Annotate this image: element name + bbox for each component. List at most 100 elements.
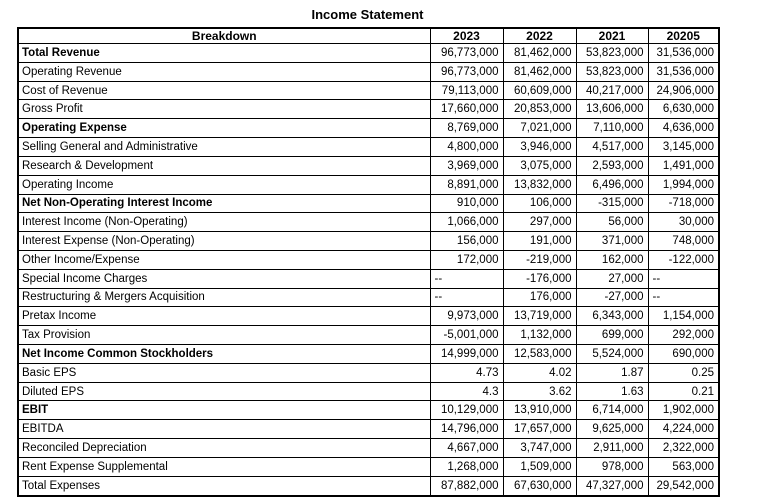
value-cell: -219,000 xyxy=(502,249,577,270)
value-cell: 81,462,000 xyxy=(502,43,577,63)
value-cell: 14,999,000 xyxy=(429,344,504,364)
value-cell: 8,769,000 xyxy=(429,118,504,139)
value-cell: 4,224,000 xyxy=(647,419,720,440)
value-cell: 6,630,000 xyxy=(647,99,720,120)
row-label: Diluted EPS xyxy=(17,381,431,402)
value-cell: 4,517,000 xyxy=(575,137,649,157)
value-cell: 4,800,000 xyxy=(429,137,504,157)
value-cell: 27,000 xyxy=(575,268,649,289)
value-cell: 699,000 xyxy=(575,325,649,345)
value-cell: 30,000 xyxy=(647,212,720,233)
value-cell: 53,823,000 xyxy=(575,43,649,63)
row-label: EBIT xyxy=(17,400,431,421)
value-cell: 1,132,000 xyxy=(502,325,577,345)
value-cell: -27,000 xyxy=(575,287,649,308)
row-label: Cost of Revenue xyxy=(17,80,431,101)
value-cell: 81,462,000 xyxy=(502,61,577,82)
row-label: Total Revenue xyxy=(17,43,431,63)
table-row: Basic EPS 4.73 4.02 1.87 0.25 xyxy=(17,362,720,383)
value-cell: 1,491,000 xyxy=(647,155,720,176)
value-cell: 1.63 xyxy=(575,381,649,402)
value-cell: 3,969,000 xyxy=(429,155,504,176)
value-cell: 748,000 xyxy=(647,231,720,251)
column-header-year: 2023 xyxy=(429,27,504,44)
value-cell: 3,946,000 xyxy=(502,137,577,157)
value-cell: 29,542,000 xyxy=(647,475,720,497)
value-cell: 297,000 xyxy=(502,212,577,233)
table-row: Research & Development 3,969,000 3,075,000… xyxy=(17,155,720,176)
value-cell: -718,000 xyxy=(647,193,720,214)
value-cell: 7,110,000 xyxy=(575,118,649,139)
value-cell: 87,882,000 xyxy=(429,475,504,497)
value-cell: -315,000 xyxy=(575,193,649,214)
row-label: Rent Expense Supplemental xyxy=(17,456,431,477)
value-cell: 6,714,000 xyxy=(575,400,649,421)
column-header-year: 20205 xyxy=(647,27,720,44)
value-cell: 12,583,000 xyxy=(502,344,577,364)
value-cell: 1,066,000 xyxy=(429,212,504,233)
table-row: Total Expenses 87,882,000 67,630,000 47,327… xyxy=(17,475,720,497)
value-cell: 4.02 xyxy=(502,362,577,383)
row-label: Pretax Income xyxy=(17,306,431,327)
row-label: Interest Expense (Non-Operating) xyxy=(17,231,431,251)
value-cell: 40,217,000 xyxy=(575,80,649,101)
table-row: Tax Provision -5,001,000 1,132,000 699,000 2… xyxy=(17,325,720,345)
row-label: Net Income Common Stockholders xyxy=(17,344,431,364)
value-cell: 14,796,000 xyxy=(429,419,504,440)
value-cell: 6,496,000 xyxy=(575,174,649,195)
row-label: Other Income/Expense xyxy=(17,249,431,270)
value-cell: 371,000 xyxy=(575,231,649,251)
table-row: EBIT 10,129,000 13,910,000 6,714,000 1,902,0… xyxy=(17,400,720,421)
table-row: Selling General and Administrative 4,800,… xyxy=(17,137,720,157)
column-header-breakdown: Breakdown xyxy=(17,27,431,44)
table-row: Total Revenue 96,773,000 81,462,000 53,823,… xyxy=(17,43,720,63)
value-cell: 910,000 xyxy=(429,193,504,214)
value-cell: 1,902,000 xyxy=(647,400,720,421)
value-cell: 31,536,000 xyxy=(647,43,720,63)
value-cell: 47,327,000 xyxy=(575,475,649,497)
value-cell: -- xyxy=(429,268,504,289)
value-cell: 2,911,000 xyxy=(575,438,649,458)
header-row: Breakdown 2023 2022 2021 20205 xyxy=(17,27,720,44)
value-cell: -122,000 xyxy=(647,249,720,270)
table-row: Cost of Revenue 79,113,000 60,609,000 40,21… xyxy=(17,80,720,101)
value-cell: 106,000 xyxy=(502,193,577,214)
row-label: Tax Provision xyxy=(17,325,431,345)
value-cell: 172,000 xyxy=(429,249,504,270)
value-cell: 3,145,000 xyxy=(647,137,720,157)
value-cell: -- xyxy=(647,287,720,308)
table-row: Other Income/Expense 172,000 -219,000 162,0… xyxy=(17,249,720,270)
value-cell: 67,630,000 xyxy=(502,475,577,497)
value-cell: 13,832,000 xyxy=(502,174,577,195)
table-row: Rent Expense Supplemental 1,268,000 1,509,… xyxy=(17,456,720,477)
value-cell: 3,075,000 xyxy=(502,155,577,176)
value-cell: 563,000 xyxy=(647,456,720,477)
value-cell: 60,609,000 xyxy=(502,80,577,101)
value-cell: 4,667,000 xyxy=(429,438,504,458)
row-label: Restructuring & Mergers Acquisition xyxy=(17,287,431,308)
table-body: Total Revenue 96,773,000 81,462,000 53,823,… xyxy=(17,43,720,497)
row-label: Gross Profit xyxy=(17,99,431,120)
value-cell: 96,773,000 xyxy=(429,43,504,63)
value-cell: 24,906,000 xyxy=(647,80,720,101)
table-row: Restructuring & Mergers Acquisition -- 176… xyxy=(17,287,720,308)
value-cell: 53,823,000 xyxy=(575,61,649,82)
value-cell: 13,719,000 xyxy=(502,306,577,327)
row-label: Basic EPS xyxy=(17,362,431,383)
row-label: Special Income Charges xyxy=(17,268,431,289)
value-cell: 690,000 xyxy=(647,344,720,364)
value-cell: 96,773,000 xyxy=(429,61,504,82)
row-label: Selling General and Administrative xyxy=(17,137,431,157)
value-cell: 978,000 xyxy=(575,456,649,477)
value-cell: 3,747,000 xyxy=(502,438,577,458)
table-row: Diluted EPS 4.3 3.62 1.63 0.21 xyxy=(17,381,720,402)
table-row: Reconciled Depreciation 4,667,000 3,747,00… xyxy=(17,438,720,458)
value-cell: 4.3 xyxy=(429,381,504,402)
table-row: Interest Income (Non-Operating) 1,066,000… xyxy=(17,212,720,233)
value-cell: 56,000 xyxy=(575,212,649,233)
row-label: Interest Income (Non-Operating) xyxy=(17,212,431,233)
value-cell: 0.21 xyxy=(647,381,720,402)
row-label: Total Expenses xyxy=(17,475,431,497)
value-cell: 17,660,000 xyxy=(429,99,504,120)
row-label: Net Non-Operating Interest Income xyxy=(17,193,431,214)
